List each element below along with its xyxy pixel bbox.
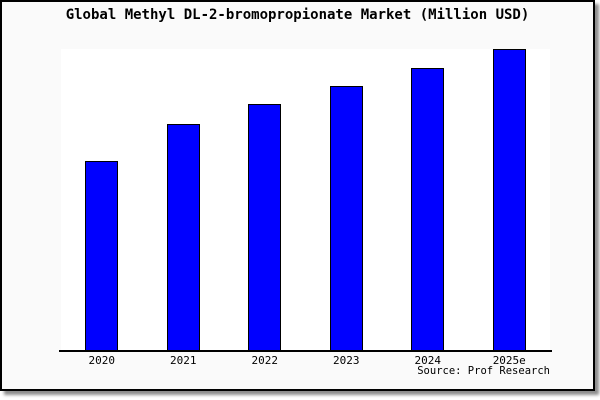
- x-axis-line: [59, 350, 552, 352]
- plot-area: [61, 49, 550, 350]
- source-note: Source: Prof Research: [417, 365, 550, 377]
- x-tick-2021: 2021: [170, 354, 197, 367]
- x-tick-2023: 2023: [333, 354, 360, 367]
- x-tick-2025e: 2025e: [492, 354, 526, 367]
- chart-figure: Global Methyl DL-2-bromopropionate Marke…: [0, 0, 595, 391]
- bar-2020: [85, 161, 119, 350]
- bar-2021: [166, 123, 200, 350]
- chart-title: Global Methyl DL-2-bromopropionate Marke…: [65, 7, 530, 23]
- bar-2022: [248, 104, 282, 350]
- x-tick-2020: 2020: [88, 354, 116, 367]
- bar-2024: [411, 68, 445, 350]
- x-tick-2024: 2024: [414, 354, 442, 367]
- bar-2023: [329, 85, 363, 350]
- bar-2025e: [492, 49, 526, 350]
- x-tick-2022: 2022: [251, 354, 279, 367]
